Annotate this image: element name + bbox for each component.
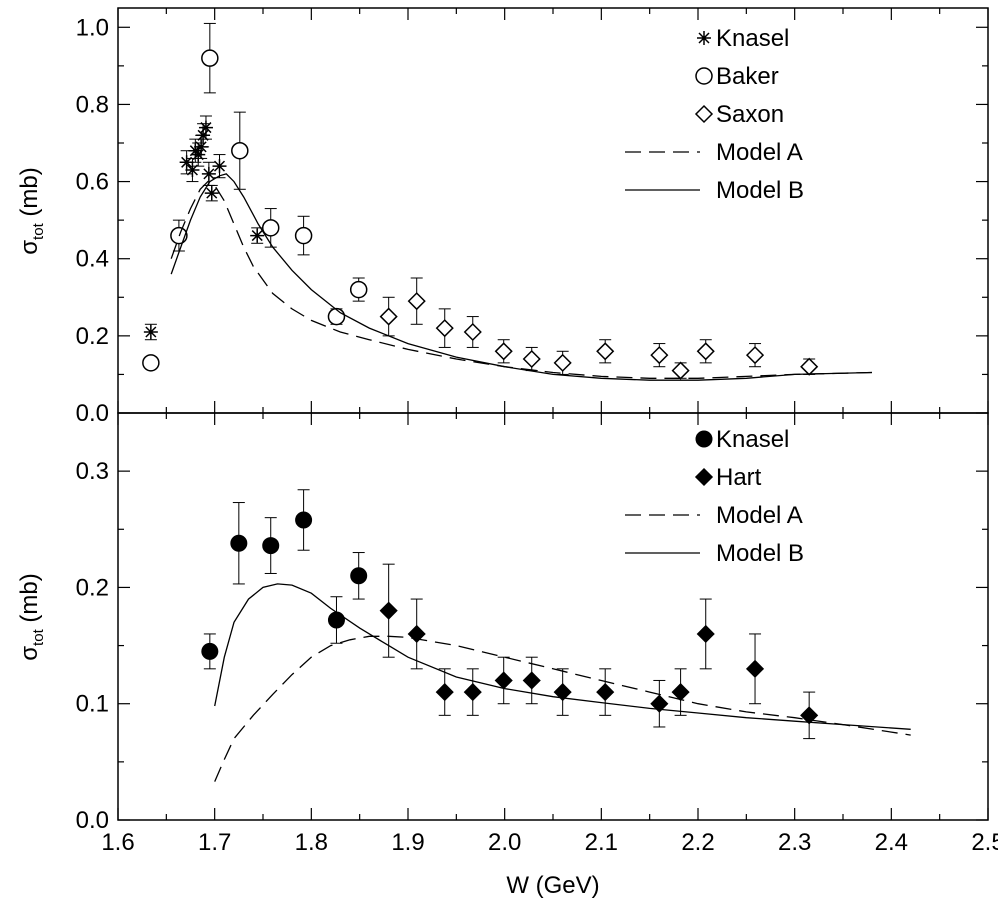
top-point-saxon	[745, 346, 765, 365]
bottom-point-knasel	[350, 567, 368, 585]
bottom-point-knasel	[230, 534, 248, 552]
top-point-baker	[231, 141, 249, 160]
top-legend-label-baker: Baker	[716, 63, 779, 90]
x-axis-title: W (GeV)	[506, 872, 599, 899]
bottom-panel: 0.0 0.1 0.2 0.3 1.6 1.7 1.8 1.9 2.0 2.1 2.2 2.3 2.4 2…	[16, 412, 998, 856]
bottom-x-tick-label: 2.5	[971, 829, 998, 856]
top-legend-label-knasel: Knasel	[716, 25, 789, 52]
bottom-point-hart	[800, 706, 819, 725]
bottom-point-knasel	[327, 611, 345, 629]
top-legend-label-model-b: Model B	[716, 177, 804, 204]
bottom-legend-label-model-b: Model B	[716, 540, 804, 567]
y-axis-subscript: tot	[30, 222, 47, 240]
bottom-line-model-b	[214, 583, 911, 730]
bottom-point-hart	[596, 683, 615, 702]
top-line-model-a	[170, 180, 873, 379]
bottom-x-tick-label: 2.3	[778, 829, 811, 856]
top-point-knasel	[196, 128, 211, 143]
top-point-saxon	[800, 357, 819, 376]
top-point-saxon	[671, 361, 690, 380]
bottom-point-hart	[745, 659, 765, 678]
top-line-model-b	[170, 173, 873, 381]
bottom-x-tick-label: 1.9	[391, 829, 424, 856]
top-y-tick-label: 0.2	[76, 323, 109, 350]
bottom-point-hart	[435, 683, 454, 702]
top-point-knasel	[201, 166, 216, 181]
bottom-point-knasel	[201, 642, 219, 660]
top-legend-marker-baker	[695, 67, 713, 85]
top-point-saxon	[553, 353, 572, 372]
top-point-saxon	[596, 342, 615, 361]
bottom-x-tick-label: 2.1	[585, 829, 618, 856]
top-point-knasel	[250, 228, 265, 243]
top-point-knasel	[179, 155, 194, 170]
top-point-saxon	[435, 319, 454, 338]
bottom-point-hart	[522, 671, 541, 690]
top-y-tick-label: 0.0	[76, 400, 109, 427]
bottom-y-tick-label: 0.1	[76, 691, 109, 718]
top-point-baker	[327, 307, 346, 326]
bottom-point-knasel	[262, 537, 280, 555]
top-point-saxon	[650, 346, 669, 365]
bottom-x-tick-label: 2.0	[488, 829, 521, 856]
top-point-baker	[261, 219, 280, 237]
bottom-point-hart	[379, 601, 398, 620]
bottom-y-tick-label: 0.0	[76, 807, 109, 834]
bottom-point-hart	[553, 683, 572, 702]
top-legend-label-model-a: Model A	[716, 139, 803, 166]
top-point-knasel	[204, 186, 219, 201]
top-point-knasel	[198, 120, 213, 135]
top-point-baker	[294, 226, 313, 245]
top-point-saxon	[522, 349, 541, 369]
y-axis-subscript: tot	[30, 628, 47, 646]
bottom-y-axis-title: σtot (mb)	[16, 573, 47, 661]
bottom-point-hart	[650, 694, 669, 713]
bottom-legend-label-hart: Hart	[716, 464, 762, 491]
y-axis-symbol: σ	[16, 646, 43, 661]
bottom-x-tick-label: 2.4	[875, 829, 908, 856]
top-point-saxon	[379, 307, 398, 326]
top-panel: 0.0 0.2 0.4 0.6 0.8 1.0 σtot (mb) Knasel Baker Sa…	[16, 7, 989, 427]
top-point-baker	[349, 280, 368, 299]
top-legend-marker-saxon	[694, 104, 714, 124]
bottom-legend-marker-knasel	[695, 430, 713, 448]
bottom-x-tick-label: 1.8	[295, 829, 328, 856]
y-axis-unit: (mb)	[16, 167, 43, 223]
bottom-point-hart	[463, 683, 482, 702]
bottom-line-model-a	[214, 635, 911, 782]
top-y-tick-label: 0.6	[76, 169, 109, 196]
y-axis-symbol: σ	[16, 240, 43, 255]
bottom-legend-label-model-a: Model A	[716, 502, 803, 529]
bottom-y-tick-label: 0.2	[76, 574, 109, 601]
top-y-axis-title: σtot (mb)	[16, 167, 47, 255]
top-legend-marker-knasel	[697, 31, 711, 45]
top-point-saxon	[407, 292, 426, 311]
top-point-saxon	[696, 342, 715, 361]
top-point-baker	[142, 354, 160, 372]
bottom-point-hart	[696, 624, 715, 644]
top-y-tick-label: 0.8	[76, 91, 109, 118]
bottom-x-tick-label: 1.7	[198, 829, 231, 856]
bottom-legend-label-knasel: Knasel	[716, 426, 789, 453]
top-point-saxon	[494, 342, 513, 361]
top-y-tick-label: 0.4	[76, 246, 109, 273]
top-point-baker	[201, 49, 219, 67]
bottom-legend-marker-hart	[694, 467, 714, 487]
top-point-knasel	[143, 325, 158, 339]
top-point-saxon	[463, 322, 482, 342]
y-axis-unit: (mb)	[16, 573, 43, 629]
bottom-x-tick-label: 2.2	[681, 829, 714, 856]
bottom-x-tick-label: 1.6	[101, 829, 134, 856]
bottom-y-tick-label: 0.3	[76, 458, 109, 485]
top-point-knasel	[185, 163, 200, 177]
bottom-point-knasel	[295, 511, 313, 529]
top-legend-label-saxon: Saxon	[716, 101, 784, 128]
top-point-knasel	[212, 159, 227, 174]
top-point-knasel	[191, 147, 206, 162]
top-y-tick-label: 1.0	[76, 14, 109, 41]
